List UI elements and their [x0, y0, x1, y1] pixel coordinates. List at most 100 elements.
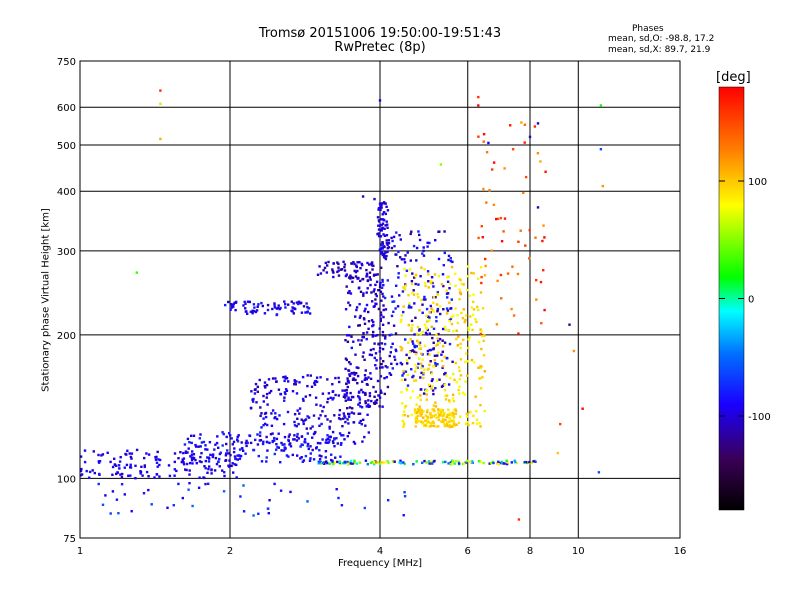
data-point [442, 461, 445, 464]
data-point [425, 461, 428, 464]
data-point [323, 266, 327, 270]
data-point [341, 389, 344, 392]
data-point [447, 416, 450, 420]
data-point [470, 358, 474, 362]
data-point [534, 460, 537, 463]
data-point [129, 463, 132, 466]
data-point [208, 465, 211, 468]
data-point [381, 292, 384, 296]
y-tick-label: 500 [57, 141, 76, 152]
data-point [145, 470, 149, 474]
data-point [130, 457, 133, 460]
data-point [331, 460, 334, 464]
data-point [366, 287, 369, 290]
data-point [277, 304, 280, 307]
data-point [101, 503, 105, 506]
data-point [363, 358, 366, 361]
data-point [496, 462, 499, 465]
data-point [351, 276, 355, 280]
data-point [319, 376, 322, 379]
data-point [380, 299, 383, 302]
data-point [379, 389, 382, 392]
data-point [432, 296, 436, 299]
data-point [262, 417, 265, 420]
data-point [365, 337, 368, 341]
data-point [346, 435, 349, 438]
data-point [455, 337, 458, 341]
data-point [401, 402, 404, 405]
data-point [277, 432, 280, 435]
data-point [287, 380, 290, 383]
data-point [467, 265, 470, 268]
data-point [374, 283, 377, 287]
data-point [204, 467, 207, 470]
data-point [293, 420, 296, 424]
data-point [312, 414, 316, 417]
data-point [252, 397, 255, 401]
data-point [271, 377, 275, 380]
data-point [259, 439, 263, 442]
data-point [282, 422, 286, 426]
data-point [304, 311, 307, 314]
data-point [360, 388, 363, 392]
data-point [378, 462, 382, 466]
data-point [413, 344, 416, 347]
data-point [177, 482, 180, 486]
data-point [345, 285, 348, 288]
data-point [321, 438, 324, 441]
data-point [415, 415, 418, 419]
data-point [274, 416, 277, 419]
data-point [375, 367, 378, 370]
data-point [344, 308, 348, 311]
data-point [445, 374, 448, 377]
data-point [408, 304, 411, 307]
data-point [120, 475, 124, 479]
data-point [445, 307, 449, 310]
data-point [380, 362, 383, 366]
data-point [219, 451, 222, 454]
data-point [79, 455, 83, 458]
data-point [273, 436, 276, 440]
data-point [351, 407, 354, 410]
data-point [492, 161, 496, 164]
data-point [326, 418, 329, 421]
data-point [325, 460, 328, 463]
data-point [261, 442, 265, 446]
data-point [370, 399, 373, 403]
data-point [347, 334, 351, 337]
data-point [387, 321, 390, 325]
data-point [354, 275, 358, 278]
data-point [417, 230, 420, 233]
data-point [283, 379, 286, 383]
data-point [168, 474, 172, 478]
data-point [242, 510, 246, 513]
data-point [350, 411, 354, 414]
data-point [257, 512, 260, 515]
data-point [452, 372, 455, 376]
data-point [467, 423, 470, 427]
data-point [209, 453, 212, 456]
y-tick-label: 600 [57, 103, 76, 114]
data-point [444, 460, 447, 464]
data-point [181, 459, 184, 462]
data-point [349, 459, 353, 463]
data-point [380, 243, 383, 247]
data-point [405, 353, 408, 357]
data-point [275, 448, 278, 451]
data-point [229, 434, 232, 437]
data-point [324, 261, 327, 265]
data-point [352, 261, 355, 264]
data-point [207, 467, 210, 471]
data-point [291, 390, 295, 393]
data-point [204, 444, 207, 447]
data-point [315, 447, 318, 450]
data-point [431, 408, 434, 411]
data-point [425, 314, 428, 317]
data-point [356, 374, 360, 378]
y-tick-label: 400 [57, 187, 76, 198]
data-point [347, 422, 350, 425]
data-point [472, 308, 476, 311]
data-point [343, 263, 347, 266]
data-point [479, 460, 482, 464]
data-point [448, 287, 451, 290]
